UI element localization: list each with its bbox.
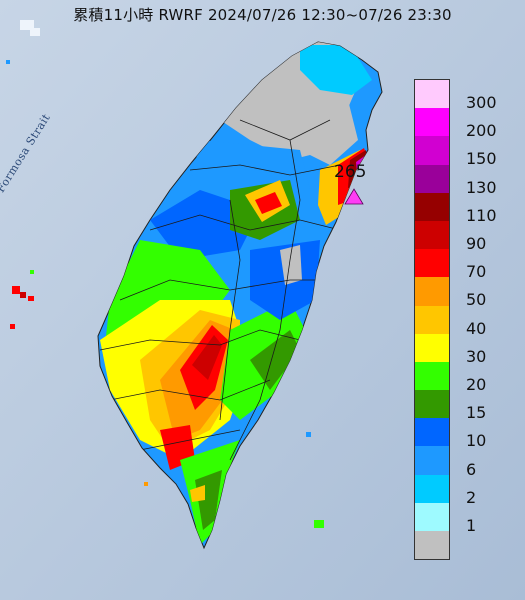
legend-label: 30 <box>466 346 487 366</box>
color-legend <box>414 79 450 561</box>
rain-area-70mm-north <box>255 192 282 214</box>
legend-label: 50 <box>466 290 487 310</box>
legend-swatch <box>415 502 449 531</box>
county-boundaries <box>99 119 341 461</box>
map-title: 累積11小時 RWRF 2024/07/26 12:30~07/26 23:30 <box>73 6 452 24</box>
legend-label: 130 <box>466 177 497 197</box>
rain-area-90mm <box>192 335 222 380</box>
legend-label: 150 <box>466 149 497 169</box>
rain-area-trace-ne <box>300 100 358 165</box>
legend-swatch <box>415 333 449 362</box>
legend-label: 110 <box>466 205 497 225</box>
legend-swatch <box>415 361 449 391</box>
legend-swatch <box>415 164 449 193</box>
rain-area-15mm-east <box>250 330 300 390</box>
legend-swatch <box>415 474 449 503</box>
rain-area-40mm-south <box>190 485 205 502</box>
penghu-islands <box>10 270 34 329</box>
legend-label: 1 <box>466 516 477 535</box>
max-rainfall-value: 265 <box>334 162 367 182</box>
orchid-island <box>306 432 311 437</box>
legend-swatch <box>415 108 449 137</box>
legend-label: 10 <box>466 431 487 451</box>
legend-swatch <box>415 531 449 560</box>
rainfall-field <box>100 42 372 545</box>
legend-label: 20 <box>466 375 487 394</box>
legend-swatch <box>415 80 449 109</box>
northwest-cloud-specks <box>6 20 40 64</box>
legend-swatch <box>415 192 449 221</box>
legend-swatch <box>415 305 449 334</box>
legend-swatch <box>415 418 449 447</box>
legend-label: 200 <box>466 121 497 141</box>
legend-swatch <box>415 249 449 278</box>
legend-swatch <box>415 136 449 165</box>
green-island <box>314 520 324 528</box>
xiaoliuqiu <box>144 482 148 486</box>
legend-label: 40 <box>466 318 487 338</box>
legend-label: 70 <box>466 262 487 282</box>
legend-label: 6 <box>466 459 477 479</box>
rain-area-2mm <box>300 45 372 95</box>
legend-swatch <box>415 390 449 419</box>
legend-swatch <box>415 277 449 306</box>
legend-swatch <box>415 220 449 250</box>
rain-area-trace-east <box>280 245 302 285</box>
legend-label: 300 <box>466 93 497 112</box>
legend-label: 15 <box>466 403 487 423</box>
legend-swatch <box>415 446 449 475</box>
max-rainfall-marker <box>344 188 364 205</box>
rain-area-15mm-south <box>195 470 222 530</box>
legend-label: 2 <box>466 487 477 507</box>
legend-label: 90 <box>466 234 487 253</box>
